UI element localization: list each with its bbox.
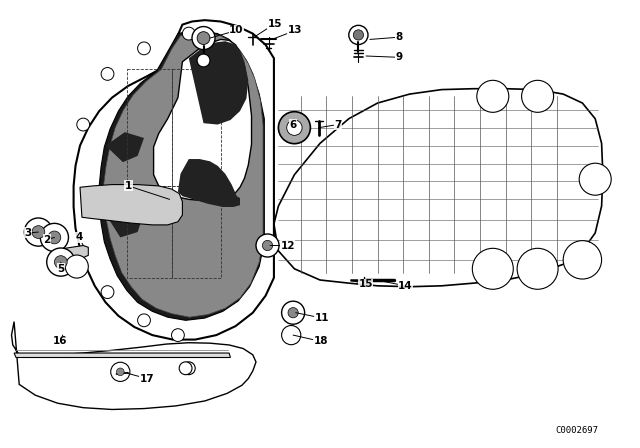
Circle shape	[262, 241, 273, 250]
Circle shape	[77, 118, 90, 131]
Polygon shape	[99, 31, 264, 320]
Circle shape	[192, 26, 215, 50]
Circle shape	[172, 329, 184, 341]
Text: 3: 3	[24, 228, 38, 238]
Text: C0002697: C0002697	[556, 426, 598, 435]
Polygon shape	[274, 89, 603, 287]
Polygon shape	[154, 39, 252, 201]
Circle shape	[349, 26, 368, 44]
Circle shape	[197, 54, 210, 67]
Text: 18: 18	[293, 335, 328, 346]
Circle shape	[54, 256, 67, 268]
Circle shape	[65, 255, 88, 278]
Polygon shape	[12, 322, 256, 409]
Circle shape	[563, 241, 602, 279]
Circle shape	[197, 32, 210, 44]
Circle shape	[182, 362, 195, 375]
Text: 15: 15	[255, 19, 282, 37]
Circle shape	[182, 27, 195, 40]
Text: 10: 10	[210, 26, 244, 38]
Polygon shape	[14, 353, 230, 358]
Text: 8: 8	[370, 32, 403, 42]
Text: 6: 6	[289, 120, 296, 129]
Circle shape	[282, 326, 301, 345]
Circle shape	[138, 42, 150, 55]
Circle shape	[353, 30, 364, 40]
Circle shape	[24, 218, 52, 246]
Text: 9: 9	[366, 52, 403, 62]
Circle shape	[116, 368, 124, 376]
Polygon shape	[80, 185, 182, 225]
Circle shape	[40, 224, 68, 251]
Circle shape	[517, 248, 558, 289]
Text: 14: 14	[376, 280, 413, 291]
Text: 1: 1	[125, 181, 170, 199]
Polygon shape	[106, 208, 144, 237]
Text: 4: 4	[76, 233, 83, 246]
Circle shape	[256, 234, 279, 257]
Circle shape	[282, 301, 305, 324]
Text: 7: 7	[319, 120, 342, 129]
Text: 16: 16	[52, 335, 67, 346]
Text: 5: 5	[58, 262, 65, 274]
Circle shape	[32, 226, 45, 238]
Polygon shape	[189, 41, 248, 125]
Circle shape	[111, 362, 130, 381]
Circle shape	[179, 362, 192, 375]
Text: 13: 13	[272, 26, 303, 39]
Circle shape	[101, 286, 114, 298]
Circle shape	[287, 120, 302, 135]
Circle shape	[472, 248, 513, 289]
Polygon shape	[178, 159, 240, 207]
Circle shape	[579, 163, 611, 195]
Text: 12: 12	[270, 241, 295, 250]
Circle shape	[288, 308, 298, 318]
Circle shape	[138, 314, 150, 327]
Text: 11: 11	[296, 313, 330, 323]
Polygon shape	[63, 246, 88, 258]
Polygon shape	[104, 33, 263, 317]
Polygon shape	[106, 132, 144, 162]
Text: 15: 15	[351, 280, 373, 289]
Circle shape	[477, 80, 509, 112]
Circle shape	[47, 248, 75, 276]
Circle shape	[101, 68, 114, 80]
Text: 2: 2	[44, 235, 54, 245]
Text: 17: 17	[125, 373, 154, 383]
Polygon shape	[74, 20, 274, 340]
Circle shape	[278, 112, 310, 144]
Circle shape	[48, 231, 61, 244]
Circle shape	[522, 80, 554, 112]
